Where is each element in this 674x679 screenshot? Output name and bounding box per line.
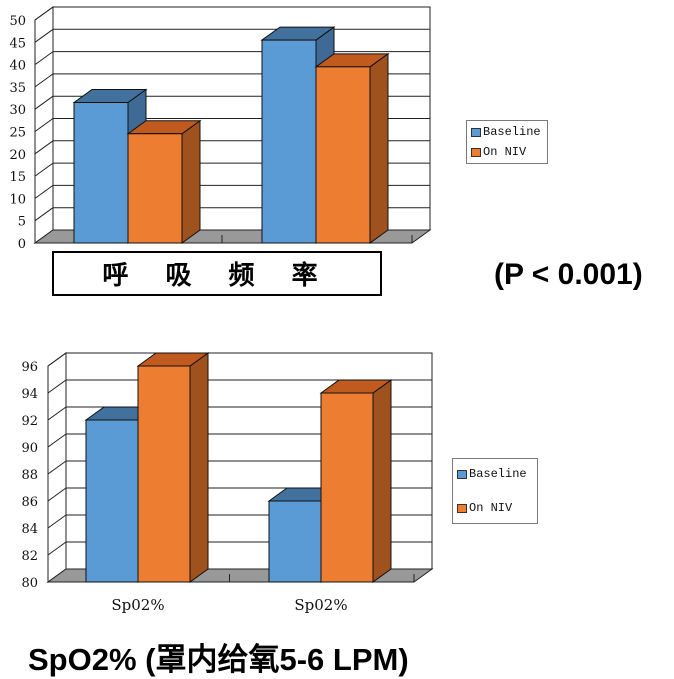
- y-tick-label: 84: [21, 522, 38, 537]
- legend-item-on-niv: On NIV: [471, 145, 541, 159]
- respiratory-rate-chart: 0 5 10 15 20 25 30 35 40 45 50: [0, 0, 674, 250]
- y-tick-label: 0: [18, 237, 26, 250]
- bar-on-niv-1: [126, 119, 202, 244]
- x-category-label: Sp02%: [294, 596, 347, 614]
- y-tick-label: 94: [21, 387, 38, 402]
- legend-item-on-niv: On NIV: [457, 501, 527, 515]
- y-tick-label: 96: [21, 360, 38, 375]
- on-niv-swatch-icon: [457, 503, 467, 513]
- spo2-chart: 80 82 84 86 88 90 92 94 96 Sp02% Sp02%: [0, 340, 674, 630]
- respiratory-rate-plot: 0 5 10 15 20 25 30 35 40 45 50: [9, 6, 432, 250]
- bar-on-niv-2: [314, 52, 390, 244]
- y-tick-label: 5: [18, 215, 26, 230]
- p-value-annotation: (P < 0.001): [494, 258, 643, 291]
- y-tick-label: 82: [21, 549, 38, 564]
- legend-label-baseline: Baseline: [469, 467, 527, 481]
- y-tick-label: 88: [21, 468, 38, 483]
- y-tick-label: 10: [9, 192, 26, 207]
- bottom-chart-legend: Baseline On NIV: [452, 458, 538, 524]
- legend-item-baseline: Baseline: [471, 125, 541, 139]
- y-tick-label: 86: [21, 495, 38, 510]
- bar-on-niv-2: [319, 379, 393, 583]
- y-tick-label: 15: [9, 170, 26, 185]
- legend-label-on-niv: On NIV: [483, 145, 527, 159]
- x-category-label: Sp02%: [111, 596, 164, 614]
- legend-label-on-niv: On NIV: [469, 501, 513, 515]
- y-tick-label: 25: [9, 126, 26, 141]
- spo2-plot: 80 82 84 86 88 90 92 94 96 Sp02% Sp02%: [21, 352, 434, 614]
- bar-on-niv-1: [136, 352, 210, 583]
- y-tick-label: 90: [21, 441, 38, 456]
- y-tick-label: 45: [9, 36, 26, 51]
- spo2-chart-title: SpO2% (罩内给氧5-6 LPM): [28, 642, 409, 677]
- legend-item-baseline: Baseline: [457, 467, 527, 481]
- y-tick-label: 20: [9, 148, 26, 163]
- y-tick-label: 30: [9, 103, 26, 118]
- legend-label-baseline: Baseline: [483, 125, 541, 139]
- y-tick-label: 92: [21, 414, 38, 429]
- on-niv-swatch-icon: [471, 147, 481, 157]
- y-tick-label: 50: [9, 14, 26, 29]
- respiratory-rate-title: 呼 吸 频 率: [52, 251, 382, 296]
- baseline-swatch-icon: [471, 127, 481, 137]
- y-tick-label: 80: [21, 576, 38, 591]
- top-chart-legend: Baseline On NIV: [466, 120, 548, 164]
- y-tick-label: 35: [9, 81, 26, 96]
- y-tick-label: 40: [9, 59, 26, 74]
- baseline-swatch-icon: [457, 469, 467, 479]
